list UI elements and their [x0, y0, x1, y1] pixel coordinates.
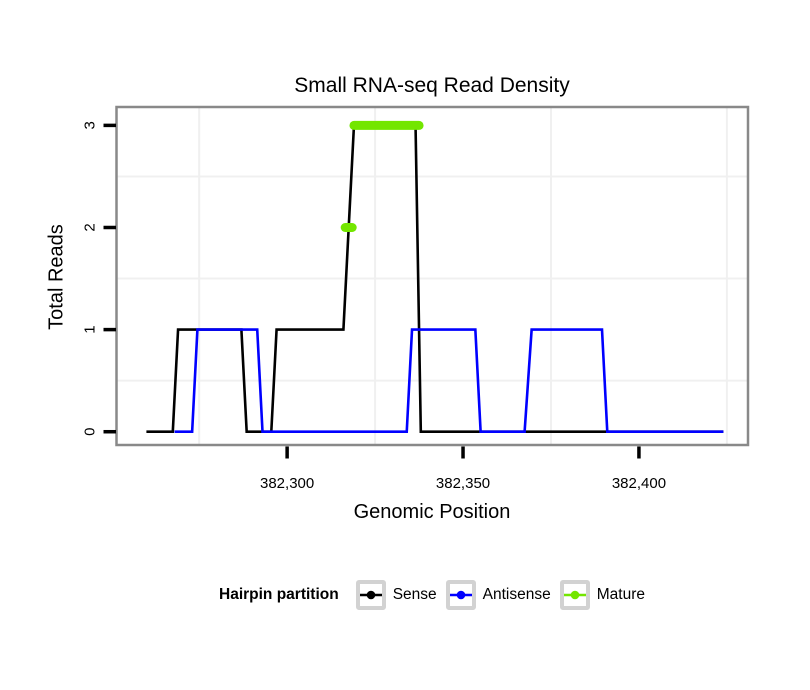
- panel-border: [115, 105, 750, 447]
- x-axis-label: Genomic Position: [353, 501, 511, 523]
- x-tick-label: 382,350: [436, 475, 490, 492]
- legend-swatch-antisense-icon: [445, 580, 476, 610]
- legend-swatch-mature-icon: [559, 580, 590, 610]
- legend-label-sense: Sense: [392, 586, 437, 603]
- x-tick-label: 382,400: [612, 475, 666, 492]
- legend-key-antisense: Antisense: [445, 580, 551, 610]
- y-tick-label: 2: [82, 223, 99, 231]
- legend-key-mature: Mature: [559, 580, 645, 610]
- y-axis-label: Total Reads: [45, 224, 68, 330]
- y-tick-label: 3: [82, 121, 99, 129]
- legend-label-antisense: Antisense: [482, 586, 551, 603]
- legend-label-mature: Mature: [596, 586, 645, 603]
- legend: Hairpin partition Sense Antisense: [27, 580, 810, 610]
- plot-panel: 382,300 382,350 382,400 0 1 2 3: [82, 105, 750, 492]
- legend-key-sense: Sense: [355, 580, 437, 610]
- y-tick-label: 1: [82, 325, 99, 333]
- legend-title: Hairpin partition: [219, 586, 339, 603]
- chart-title: Small RNA-seq Read Density: [294, 74, 570, 97]
- series-antisense-line: [174, 328, 724, 434]
- x-tick-label: 382,300: [260, 475, 314, 492]
- y-tick-label: 0: [82, 428, 99, 436]
- legend-swatch-sense-icon: [355, 580, 386, 610]
